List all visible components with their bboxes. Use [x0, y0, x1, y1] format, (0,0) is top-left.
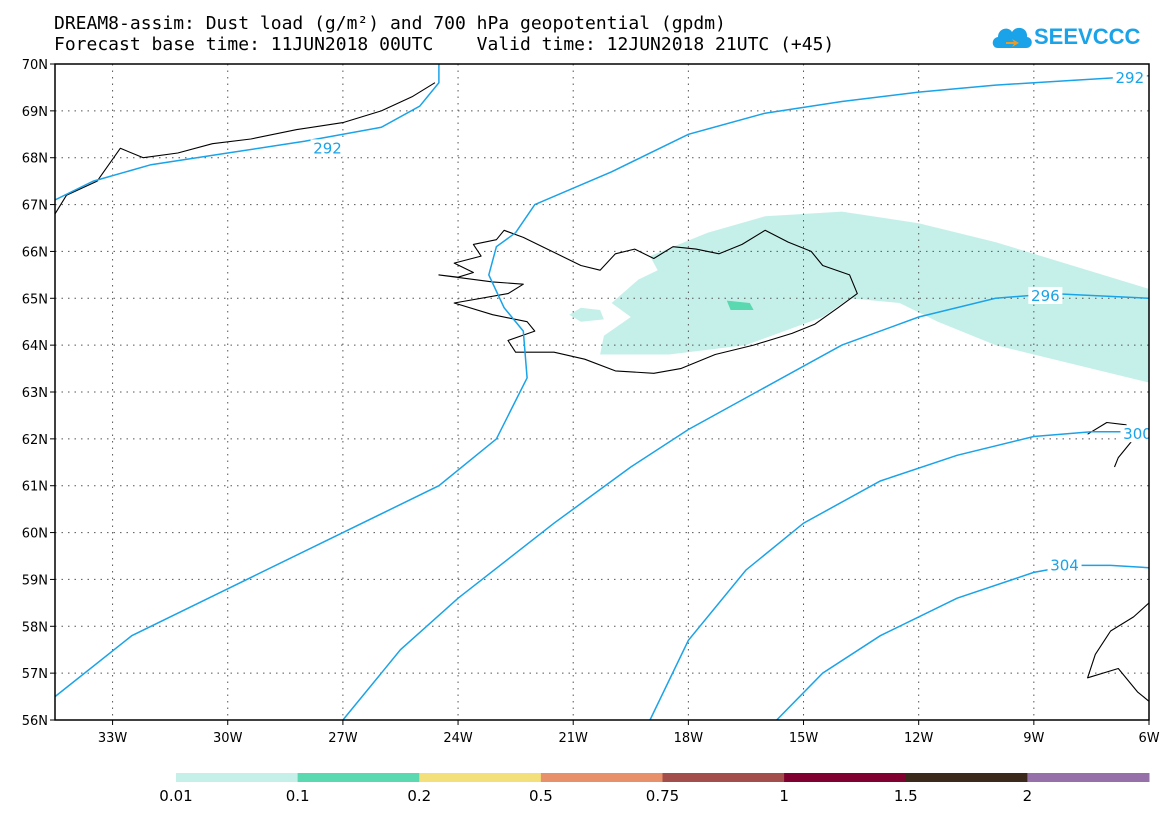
contour-label-292: 292	[1115, 69, 1144, 87]
lon-tick-label: 12W	[904, 731, 934, 746]
lon-tick-label: 33W	[98, 731, 128, 746]
lat-tick-label: 70N	[22, 58, 48, 73]
contour-292-line	[55, 64, 440, 201]
contour-label-bg	[1028, 286, 1063, 304]
lat-tick-label: 66N	[22, 245, 48, 260]
contour-292-line	[55, 232, 528, 698]
contour-304-line	[776, 564, 1149, 720]
lat-tick-label: 58N	[22, 620, 48, 635]
contour-label-296: 296	[1031, 287, 1060, 305]
lat-tick-label: 60N	[22, 527, 48, 542]
contour-label-bg	[1047, 556, 1082, 574]
colorbar-label: 0.01	[159, 787, 192, 805]
lon-tick-label: 27W	[328, 731, 358, 746]
contour-label-304: 304	[1050, 556, 1079, 574]
lat-tick-label: 59N	[22, 573, 48, 588]
lat-tick-label: 65N	[22, 292, 48, 307]
contour-label-300: 300	[1123, 425, 1152, 443]
colorbar-label: 0.75	[646, 787, 679, 805]
geopotential-contours: 292 292 296 300 304	[55, 64, 1152, 720]
lon-tick-label: 18W	[674, 731, 704, 746]
lat-tick-label: 67N	[22, 199, 48, 214]
dust-area-0	[600, 211, 1149, 383]
map-title: DREAM8-assim: Dust load (g/m²) and 700 h…	[54, 13, 726, 34]
map-subtitle: Forecast base time: 11JUN2018 00UTC Vali…	[54, 34, 835, 55]
colorbar-label: 2	[1023, 787, 1033, 805]
lat-tick-label: 61N	[22, 480, 48, 495]
colorbar-swatch	[1027, 773, 1150, 782]
colorbar-swatch	[297, 773, 420, 782]
contour-label-bg	[1112, 69, 1147, 87]
cloud-icon	[992, 27, 1032, 48]
lon-tick-label: 6W	[1138, 731, 1159, 746]
lat-tick-label: 62N	[22, 433, 48, 448]
contour-292-line	[514, 74, 1149, 234]
lat-tick-label: 64N	[22, 339, 48, 354]
dust-area-2	[726, 300, 754, 310]
colorbar-swatch	[784, 773, 907, 782]
lon-tick-label: 21W	[559, 731, 589, 746]
contour-label-bg	[310, 139, 345, 157]
lat-tick-label: 68N	[22, 152, 48, 167]
lon-tick-label: 30W	[213, 731, 243, 746]
colorbar-label: 0.5	[529, 787, 553, 805]
colorbar-swatch	[419, 773, 542, 782]
colorbar: 0.01 0.1 0.2 0.5 0.75 1 1.5 2	[159, 773, 1150, 805]
logo-text: SEEVCCC	[1034, 24, 1141, 49]
contour-300-line	[649, 431, 1149, 720]
colorbar-swatch	[176, 773, 299, 782]
lon-tick-label: 9W	[1023, 731, 1044, 746]
dust-area-1	[569, 307, 604, 322]
lon-tick-label: 24W	[443, 731, 473, 746]
contour-296-line	[342, 292, 1149, 720]
coastline-greenland	[55, 82, 436, 215]
lon-tick-label: 15W	[789, 731, 819, 746]
colorbar-swatch	[662, 773, 785, 782]
graticule	[55, 64, 1149, 720]
seevccc-logo: SEEVCCC	[990, 18, 1150, 62]
dust-layer	[569, 211, 1149, 383]
contour-label-bg	[1120, 425, 1149, 443]
colorbar-swatch	[540, 773, 663, 782]
contour-label-292: 292	[313, 139, 342, 157]
lat-tick-label: 63N	[22, 386, 48, 401]
colorbar-label: 1.5	[894, 787, 918, 805]
lat-tick-label: 57N	[22, 667, 48, 682]
lat-tick-label: 69N	[22, 105, 48, 120]
colorbar-label: 0.1	[286, 787, 310, 805]
lat-tick-label: 56N	[22, 714, 48, 729]
colorbar-swatch	[905, 773, 1028, 782]
axis-ticks: 33W 30W 27W 24W 21W 18W 15W 12W 9W 6W 56N 57N 58N 59N…	[22, 58, 1160, 746]
coastline-scotland	[1087, 602, 1149, 702]
colorbar-label: 1	[779, 787, 789, 805]
colorbar-label: 0.2	[407, 787, 431, 805]
